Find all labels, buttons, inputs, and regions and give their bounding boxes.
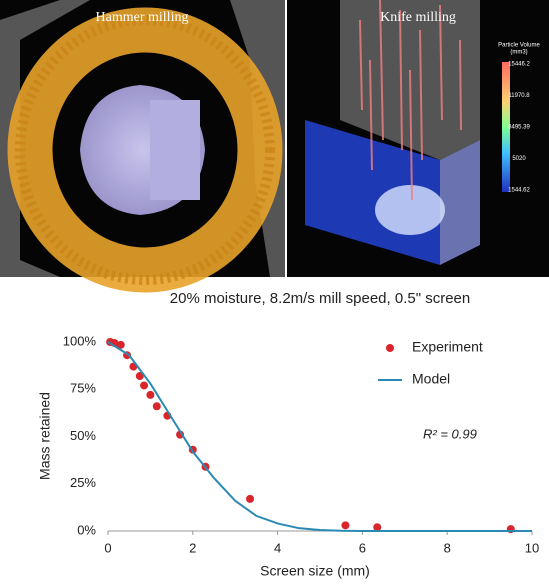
legend-marker bbox=[386, 344, 394, 352]
data-point bbox=[152, 402, 161, 411]
data-point bbox=[373, 523, 382, 532]
colorbar-label: 8495.39 bbox=[508, 125, 530, 131]
data-point bbox=[246, 494, 255, 503]
model-line bbox=[107, 341, 532, 532]
colorbar-title: (mm3) bbox=[510, 50, 527, 56]
y-tick-label: 50% bbox=[70, 428, 96, 443]
colorbar-label: 11970.8 bbox=[508, 93, 530, 99]
colorbar-title: Particle Volume bbox=[498, 43, 540, 49]
y-tick-label: 0% bbox=[77, 522, 96, 537]
y-tick-label: 25% bbox=[70, 475, 96, 490]
x-axis-label: Screen size (mm) bbox=[260, 563, 370, 579]
y-tick-label: 100% bbox=[63, 333, 97, 348]
x-tick-label: 8 bbox=[444, 540, 451, 555]
y-tick-label: 75% bbox=[70, 381, 96, 396]
x-tick-label: 2 bbox=[189, 540, 196, 555]
data-point bbox=[116, 340, 125, 349]
panel-title: Knife milling bbox=[380, 10, 456, 25]
colorbar-label: 5020 bbox=[512, 156, 526, 162]
data-point bbox=[135, 372, 144, 381]
data-point bbox=[341, 521, 350, 530]
panel-title: Hammer milling bbox=[96, 10, 189, 25]
hammer-render bbox=[0, 0, 285, 293]
y-axis-label: Mass retained bbox=[37, 392, 53, 480]
legend-label: Model bbox=[412, 371, 450, 387]
data-point bbox=[146, 390, 155, 399]
colorbar-label: 15446.2 bbox=[508, 62, 530, 68]
x-tick-label: 10 bbox=[525, 540, 539, 555]
x-tick-label: 4 bbox=[274, 540, 281, 555]
knife-render bbox=[287, 0, 549, 277]
x-tick-label: 6 bbox=[359, 540, 366, 555]
colorbar-label: 1544.62 bbox=[508, 188, 530, 194]
x-tick-label: 0 bbox=[104, 540, 111, 555]
annotation: R² = 0.99 bbox=[423, 426, 477, 441]
chart-title: 20% moisture, 8.2m/s mill speed, 0.5" sc… bbox=[170, 290, 470, 307]
legend-label: Experiment bbox=[412, 339, 483, 355]
data-point bbox=[140, 381, 149, 390]
